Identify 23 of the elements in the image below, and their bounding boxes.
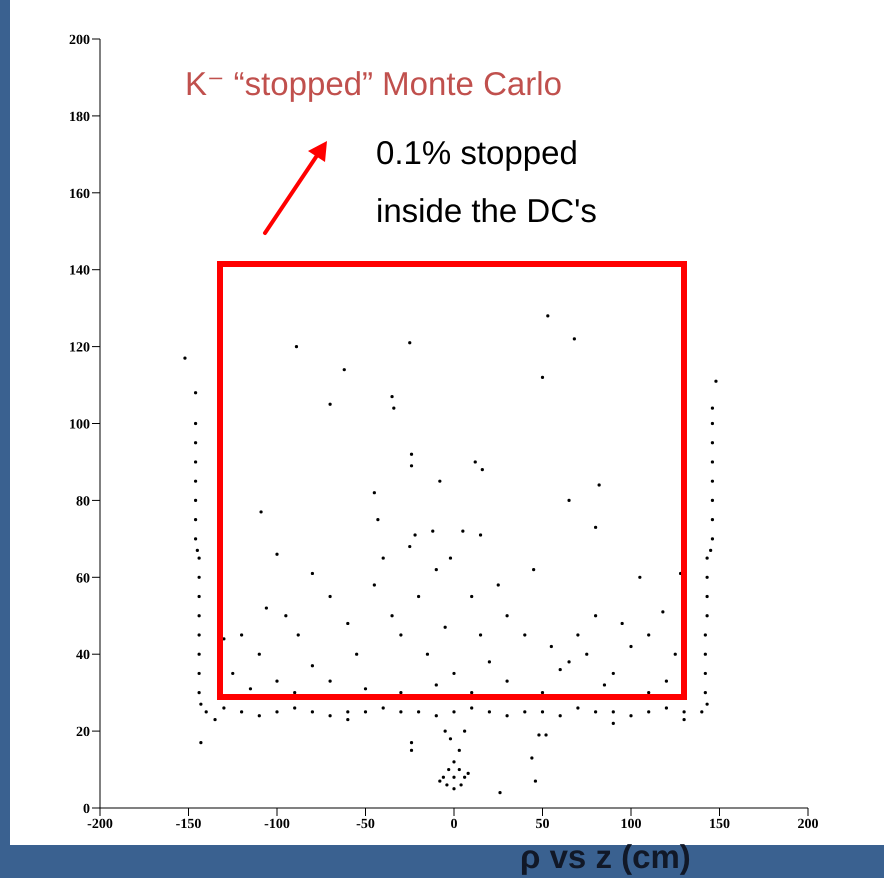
x-tick-label: -50: [356, 816, 375, 832]
y-tick-label: 180: [69, 110, 90, 125]
x-tick-label: -100: [264, 816, 290, 832]
y-tick-label: 120: [69, 340, 90, 356]
y-tick-label: 60: [76, 571, 90, 586]
x-tick-label: -200: [87, 816, 113, 832]
x-tick-label: 100: [620, 816, 642, 832]
x-axis-title: ρ vs z (cm): [520, 838, 691, 876]
y-tick-label: 80: [76, 494, 90, 510]
annotation: 0.1% stopped inside the DC's: [376, 133, 598, 231]
y-tick-label: 0: [83, 802, 90, 817]
x-tick-label: -150: [176, 816, 202, 832]
y-tick-label: 100: [69, 417, 90, 432]
y-tick-label: 200: [69, 32, 90, 48]
y-tick-label: 20: [76, 725, 90, 740]
x-tick-label: 150: [709, 816, 730, 832]
x-tick-label: 200: [798, 816, 818, 832]
y-tick-label: 160: [69, 186, 90, 202]
text: K⁻ “stopped” Monte Carlo: [185, 64, 562, 103]
x-tick-label: 0: [450, 816, 458, 832]
y-tick-label: 140: [69, 264, 90, 279]
y-tick-label: 40: [76, 648, 90, 664]
x-tick-label: 50: [536, 816, 550, 832]
